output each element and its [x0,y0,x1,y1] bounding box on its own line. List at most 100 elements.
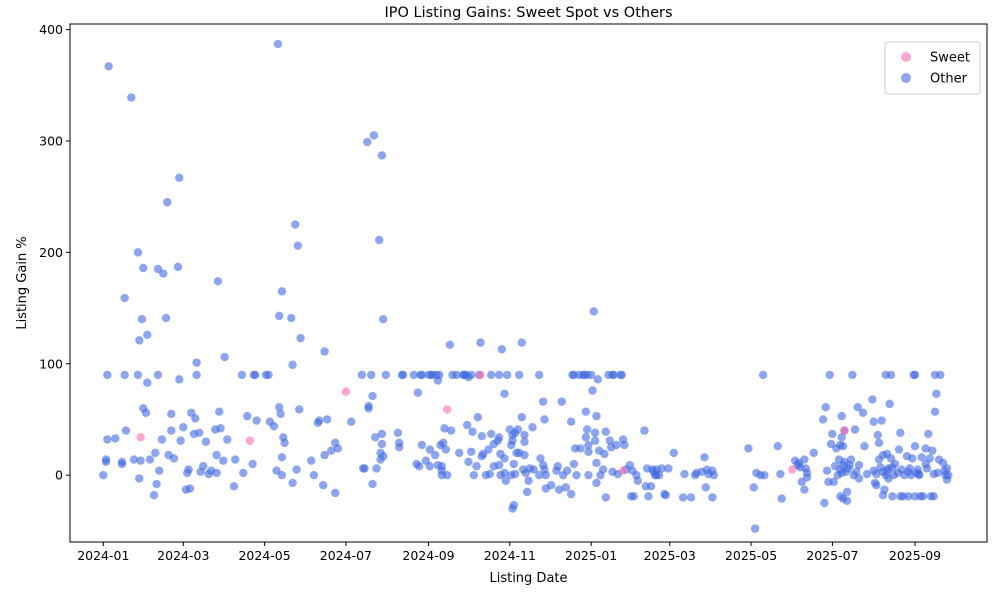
data-point-other [620,440,629,450]
data-point-other [307,456,316,465]
data-point-other [133,370,143,380]
data-point-other [590,436,600,445]
data-point-other [572,470,581,480]
data-point-sweet [136,433,145,442]
data-point-other [185,484,195,493]
legend-label-sweet: Sweet [930,51,970,66]
data-point-other [894,445,904,454]
data-point-other [375,235,384,245]
data-point-other [120,293,129,303]
data-point-other [315,416,324,425]
data-point-other [462,420,472,430]
data-point-other [367,370,376,380]
data-point-other [820,498,829,508]
data-point-other [137,315,147,324]
data-point-other [440,424,449,433]
data-point-other [944,470,953,480]
data-point-other [540,415,549,424]
data-point-other [880,485,889,494]
data-point-other [101,455,111,464]
data-point-other [905,464,914,473]
data-point-other [237,370,247,380]
data-point-other [654,470,664,480]
data-point-other [584,447,593,456]
data-point-other [777,494,786,503]
data-point-other [510,469,520,479]
data-point-other [215,407,224,416]
data-point-other [800,455,809,464]
data-point-other [930,407,940,416]
data-point-other [323,415,332,424]
data-point-other [686,493,696,502]
data-point-other [191,414,200,423]
data-point-other [829,477,838,487]
data-point-other [368,391,377,401]
data-point-other [143,330,152,339]
data-point-other [854,460,864,470]
data-point-other [484,445,493,454]
data-point-other [143,378,152,387]
data-point-other [494,370,504,380]
x-tick-label: 2024-09 [402,548,454,563]
x-tick-label: 2024-11 [484,548,536,563]
data-point-other [929,492,938,501]
x-axis-label: Listing Date [489,571,567,586]
data-point-other [513,425,523,434]
x-axis: 2024-01 2024-03 2024-05 2024-07 2024-09 2024-… [77,542,941,563]
data-point-other [192,370,201,380]
data-point-other [141,408,151,417]
data-point-other [566,489,576,499]
data-point-other [381,370,391,380]
data-point-other [890,459,900,469]
data-point-other [609,370,618,380]
data-point-other [213,277,223,286]
data-point-other [601,493,611,502]
data-point-sweet [476,370,485,380]
data-point-other [858,408,868,417]
data-point-other [264,370,273,380]
data-point-other [846,455,856,464]
data-point-other [357,370,367,380]
data-point-other [598,465,608,474]
data-point-other [529,465,539,474]
data-point-other [809,448,818,458]
data-point-other [514,370,524,380]
y-axis: 0 100 200 300 400 [39,22,70,483]
data-point-other [877,416,886,425]
data-point-other [924,429,933,439]
data-point-other [466,370,476,380]
data-point-other [869,417,878,426]
data-point-other [431,450,440,460]
data-point-other [372,464,381,473]
legend-marker-sweet [901,52,911,62]
data-point-other [925,454,934,463]
data-point-other [295,405,304,414]
data-point-other [212,468,221,478]
data-point-other [534,370,544,380]
data-point-other [446,426,456,435]
data-point-other [910,370,920,380]
data-point-other [169,454,179,463]
data-point-other [629,492,638,501]
data-point-other [277,453,287,462]
data-point-other [750,524,760,533]
data-point-other [908,454,917,463]
data-point-other [269,421,279,431]
data-point-other [586,370,596,380]
data-point-other [231,455,240,464]
data-point-other [466,447,476,456]
data-point-other [517,413,527,422]
data-point-other [680,469,689,479]
data-point-other [223,435,232,444]
data-point-other [167,409,176,419]
data-point-other [708,493,717,502]
data-point-sweet [245,436,255,445]
chart-title: IPO Listing Gains: Sweet Spot vs Others [384,5,672,21]
data-point-other [896,428,905,438]
data-point-other [553,462,563,471]
data-point-other [800,485,809,494]
data-point-other [409,370,419,380]
data-point-other [501,476,511,485]
data-point-other [135,336,144,345]
data-point-other [494,460,504,470]
